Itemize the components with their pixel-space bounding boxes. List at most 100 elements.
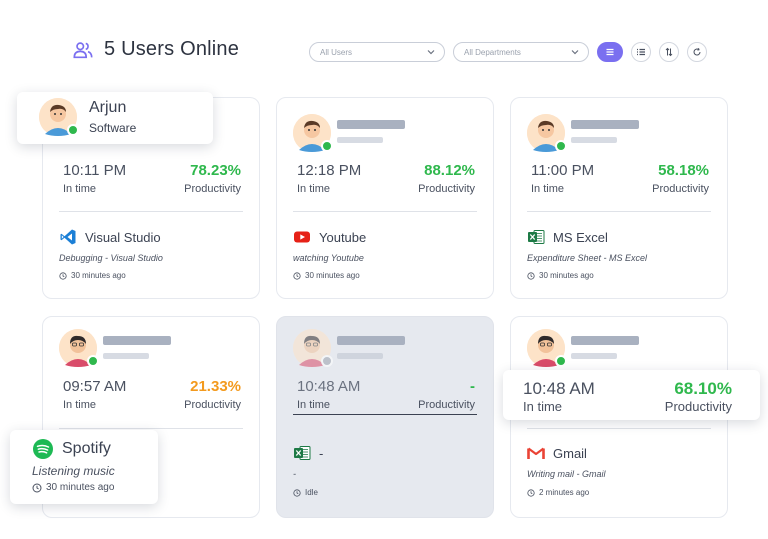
productivity-label: Productivity (652, 183, 709, 195)
productivity-value: 78.23% (190, 162, 241, 179)
divider (59, 211, 243, 212)
app-name: Gmail (553, 445, 587, 461)
name-placeholder (571, 336, 639, 345)
idle-status-dot (321, 355, 333, 367)
spotify-icon (33, 439, 53, 459)
activity-text: Expenditure Sheet - MS Excel (527, 253, 648, 263)
users-filter-select[interactable]: All Users (309, 42, 445, 62)
app-name: - (319, 445, 324, 461)
clock-icon (527, 489, 535, 497)
user-card[interactable]: 11:00 PM In time 58.18% Productivity MS … (510, 97, 728, 299)
user-card-idle[interactable]: 10:48 AM In time - Productivity - - Idle (276, 316, 494, 518)
visual-studio-icon (60, 229, 76, 245)
list-view-button[interactable] (631, 42, 651, 62)
productivity-label: Productivity (418, 183, 475, 195)
card-view-button[interactable] (597, 42, 623, 62)
last-active: 2 minutes ago (527, 488, 589, 497)
name-placeholder (571, 120, 639, 129)
productivity-value: 68.10% (674, 379, 732, 398)
users-icon (73, 41, 93, 58)
user-name: Arjun (89, 99, 127, 116)
user-department: Software (89, 121, 137, 135)
productivity-label: Productivity (664, 399, 732, 414)
in-time-label: In time (523, 399, 563, 414)
app-name: Spotify (62, 440, 111, 457)
users-filter-value: All Users (320, 47, 353, 57)
app-row: Youtube (293, 228, 366, 246)
clock-icon (527, 272, 535, 280)
user-info-popover: Arjun Software (17, 92, 213, 144)
activity-text: watching Youtube (293, 253, 364, 263)
avatar (527, 329, 567, 367)
app-activity-popover: Spotify Listening music 30 minutes ago (10, 430, 158, 504)
productivity-label: Productivity (184, 399, 241, 411)
department-placeholder (571, 353, 617, 359)
clock-icon (293, 272, 301, 280)
last-active: 30 minutes ago (527, 271, 594, 280)
in-time-value: 11:00 PM (531, 162, 595, 179)
chevron-down-icon (427, 50, 435, 55)
productivity-value: - (470, 378, 475, 395)
sort-icon (665, 47, 673, 57)
departments-filter-select[interactable]: All Departments (453, 42, 589, 62)
productivity-label: Productivity (418, 399, 475, 411)
avatar (293, 329, 333, 367)
online-status-dot (67, 124, 79, 136)
chevron-down-icon (571, 50, 579, 55)
sort-button[interactable] (659, 42, 679, 62)
app-row: - (293, 444, 323, 462)
last-active-text: Idle (305, 488, 318, 497)
clock-icon (293, 489, 301, 497)
divider (293, 211, 477, 212)
list-view-icon (637, 48, 645, 56)
department-placeholder (103, 353, 149, 359)
in-time-value: 10:11 PM (63, 162, 127, 179)
avatar (59, 329, 99, 367)
page-title: 5 Users Online (104, 38, 240, 60)
app-row: Visual Studio (59, 228, 161, 246)
card-view-icon (606, 48, 614, 56)
toolbar: All Users All Departments (309, 42, 707, 62)
productivity-value: 88.12% (424, 162, 475, 179)
refresh-icon (693, 48, 701, 56)
in-time-value: 10:48 AM (523, 379, 595, 398)
activity-text: Writing mail - Gmail (527, 469, 606, 479)
productivity-value: 21.33% (190, 378, 241, 395)
youtube-icon (294, 231, 310, 243)
app-row: MS Excel (527, 228, 608, 246)
clock-icon (32, 483, 42, 493)
divider (527, 428, 711, 429)
department-placeholder (571, 137, 617, 143)
last-active-text: 30 minutes ago (71, 271, 126, 280)
user-card[interactable]: 12:18 PM In time 88.12% Productivity You… (276, 97, 494, 299)
in-time-value: 12:18 PM (297, 162, 362, 179)
avatar (527, 114, 567, 152)
last-active: Idle (293, 488, 318, 497)
in-time-label: In time (297, 399, 331, 411)
in-time-label: In time (531, 183, 565, 195)
in-time-label: In time (63, 399, 97, 411)
in-time-value: 10:48 AM (297, 378, 361, 395)
online-status-dot (87, 355, 99, 367)
online-status-dot (321, 140, 333, 152)
name-placeholder (103, 336, 171, 345)
last-active: 30 minutes ago (293, 271, 360, 280)
last-active: 30 minutes ago (59, 271, 126, 280)
divider (59, 428, 243, 429)
clock-icon (59, 272, 67, 280)
avatar (293, 114, 333, 152)
online-status-dot (555, 140, 567, 152)
refresh-button[interactable] (687, 42, 707, 62)
divider (527, 211, 711, 212)
department-placeholder (337, 353, 383, 359)
activity-text: Listening music (32, 464, 115, 478)
last-active: 30 minutes ago (32, 482, 114, 493)
last-active-text: 30 minutes ago (539, 271, 594, 280)
activity-text: - (293, 469, 296, 479)
ms-excel-icon (294, 446, 311, 460)
app-name: Youtube (319, 229, 367, 245)
last-active-text: 30 minutes ago (46, 482, 115, 493)
in-time-label: In time (297, 183, 331, 195)
app-row: Spotify (32, 438, 111, 460)
productivity-value: 58.18% (658, 162, 709, 179)
